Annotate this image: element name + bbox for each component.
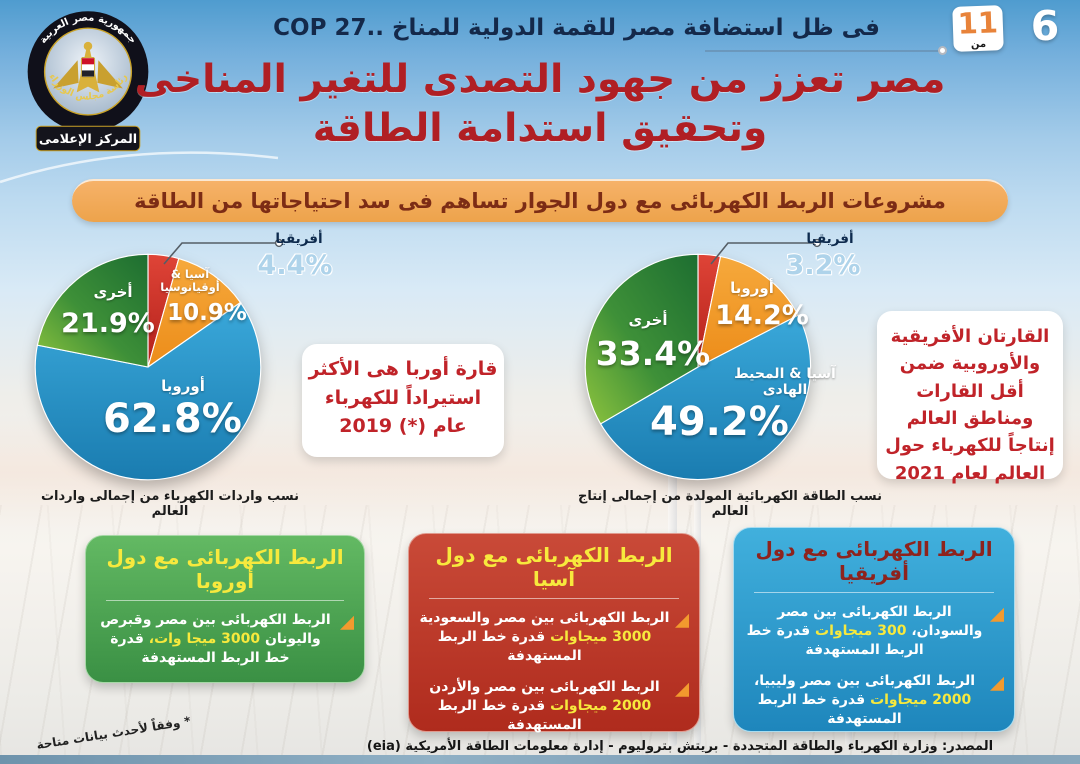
pie-slice-asia-pacific: [599, 314, 812, 481]
box-title: الربط الكهربائى مع دول آسيا: [435, 543, 673, 592]
production-pie: [584, 253, 812, 481]
list-item-text: الربط الكهربائى بين مصر والسعودية 3000 م…: [419, 609, 670, 665]
decorative-arc: [0, 151, 279, 184]
government-emblem: جمهورية مصر العربية رئاسة مجلس الوزراء ا…: [27, 11, 149, 152]
imports-caption: نسب واردات الكهرباء من إجمالى واردات الع…: [40, 489, 300, 519]
production-pie-chart: أفريقيا 3.2% أخرى 33.4% أوروبا 14.2% آسي…: [575, 231, 920, 496]
slice-value-europe: 62.8%: [103, 396, 242, 442]
decorative-dot: [938, 46, 947, 55]
pie-slice-others: [584, 253, 699, 425]
slice-label-africa: أفريقيا: [275, 231, 323, 247]
list-item: الربط الكهربائى بين مصر والسودان، 300 مي…: [734, 598, 1014, 661]
callout-line: [710, 238, 822, 265]
flag-bullet-icon: [990, 676, 1004, 691]
box-title: الربط الكهربائى مع دول أفريقيا: [755, 537, 993, 586]
page-total-badge: 11 من: [952, 5, 1004, 52]
section-banner: مشروعات الربط الكهربائى مع دول الجوار تس…: [72, 179, 1008, 222]
bottom-strip: [0, 755, 1080, 764]
separator: [754, 591, 994, 593]
production-caption: نسب الطاقة الكهربائية المولدة من إجمالى …: [577, 489, 883, 519]
slice-value-others: 33.4%: [595, 334, 711, 373]
slice-label-others: أخرى: [93, 283, 133, 301]
slice-value-others: 21.9%: [61, 308, 155, 339]
separator: [429, 597, 679, 599]
callout-line: [163, 238, 284, 265]
list-item: الربط الكهربائى بين مصر والسعودية 3000 م…: [409, 604, 699, 667]
list-item-text: الربط الكهربائى بين مصر وليبيا، 2000 ميج…: [753, 672, 975, 728]
slice-label-others: أخرى: [628, 311, 668, 329]
list-item-text: الربط الكهربائى بين مصر والسودان، 300 مي…: [746, 603, 983, 659]
separator: [106, 599, 344, 601]
page-title: مصر تعزز من جهود التصدى للتغير المناخى و…: [80, 56, 1000, 154]
slice-label-africa: أفريقيا: [806, 231, 854, 247]
box-title: الربط الكهربائى مع دول أوروبا: [106, 545, 344, 594]
pie-slice-europe: [697, 255, 799, 369]
page-total: 11: [957, 5, 999, 41]
production-note-card: القارتان الأفريقية والأوروبية ضمن أقل ال…: [877, 311, 1063, 484]
emblem-banner: [35, 125, 141, 152]
kicker-text: فى ظل استضافة مصر للقمة الدولية للمناخ C…: [273, 15, 880, 41]
list-item: الربط الكهربائى بين مصر والأردن 2000 ميج…: [409, 673, 699, 736]
list-item: الربط الكهربائى بين مصر وقبرص واليونان 3…: [86, 606, 364, 669]
europe-interconnection-box: الربط الكهربائى مع دول أوروبا الربط الكه…: [85, 535, 365, 683]
slice-value-europe: 14.2%: [715, 300, 809, 331]
pie-slice-asia-oceania: [147, 257, 242, 369]
slice-value-asia-pacific: 49.2%: [650, 399, 789, 445]
title-line-2: وتحقيق استدامة الطاقة: [312, 105, 768, 151]
africa-interconnection-box: الربط الكهربائى مع دول أفريقيا الربط الك…: [733, 527, 1015, 732]
page-number: 6: [1030, 2, 1060, 50]
slice-label-europe: أوروبا: [730, 279, 774, 297]
list-item-text: الربط الكهربائى بين مصر والأردن 2000 ميج…: [429, 678, 660, 734]
slice-value-africa: 3.2%: [785, 250, 861, 281]
slice-value-africa: 4.4%: [257, 250, 333, 281]
slice-value-asia-oceania: 10.9%: [167, 300, 247, 326]
slice-label-europe: أوروبا: [161, 377, 205, 395]
list-item: الربط الكهربائى بين مصر وليبيا، 2000 ميج…: [734, 667, 1014, 730]
slice-label-asia-pacific: آسيا & المحيط الهادى: [734, 366, 836, 399]
slice-label-asia-oceania: آسيا & أوقيانوسيا: [160, 267, 220, 295]
source-line: المصدر: وزارة الكهرباء والطاقة المتجددة …: [366, 739, 994, 754]
imports-pie-chart: أفريقيا 4.4% أخرى 21.9% آسيا & أوقيانوسي…: [28, 231, 368, 496]
list-item-text: الربط الكهربائى بين مصر وقبرص واليونان 3…: [100, 611, 331, 667]
asia-interconnection-box: الربط الكهربائى مع دول آسيا الربط الكهرب…: [408, 533, 700, 733]
flag-bullet-icon: [340, 615, 354, 630]
page-of-label: من: [970, 38, 987, 51]
flag-bullet-icon: [675, 613, 689, 628]
flag-bullet-icon: [990, 607, 1004, 622]
emblem-banner-text: المركز الإعلامى: [39, 131, 137, 146]
pie-slice-europe: [34, 301, 262, 481]
title-line-1: مصر تعزز من جهود التصدى للتغير المناخى: [134, 57, 946, 102]
imports-pie: [34, 253, 262, 481]
pie-slice-others: [36, 253, 149, 368]
eagle-icon: [53, 41, 123, 93]
imports-note-card: قارة أوربا هى الأكثر استيراداً للكهرباء …: [302, 344, 504, 457]
decorative-line: [705, 50, 945, 52]
flag-bullet-icon: [675, 682, 689, 697]
